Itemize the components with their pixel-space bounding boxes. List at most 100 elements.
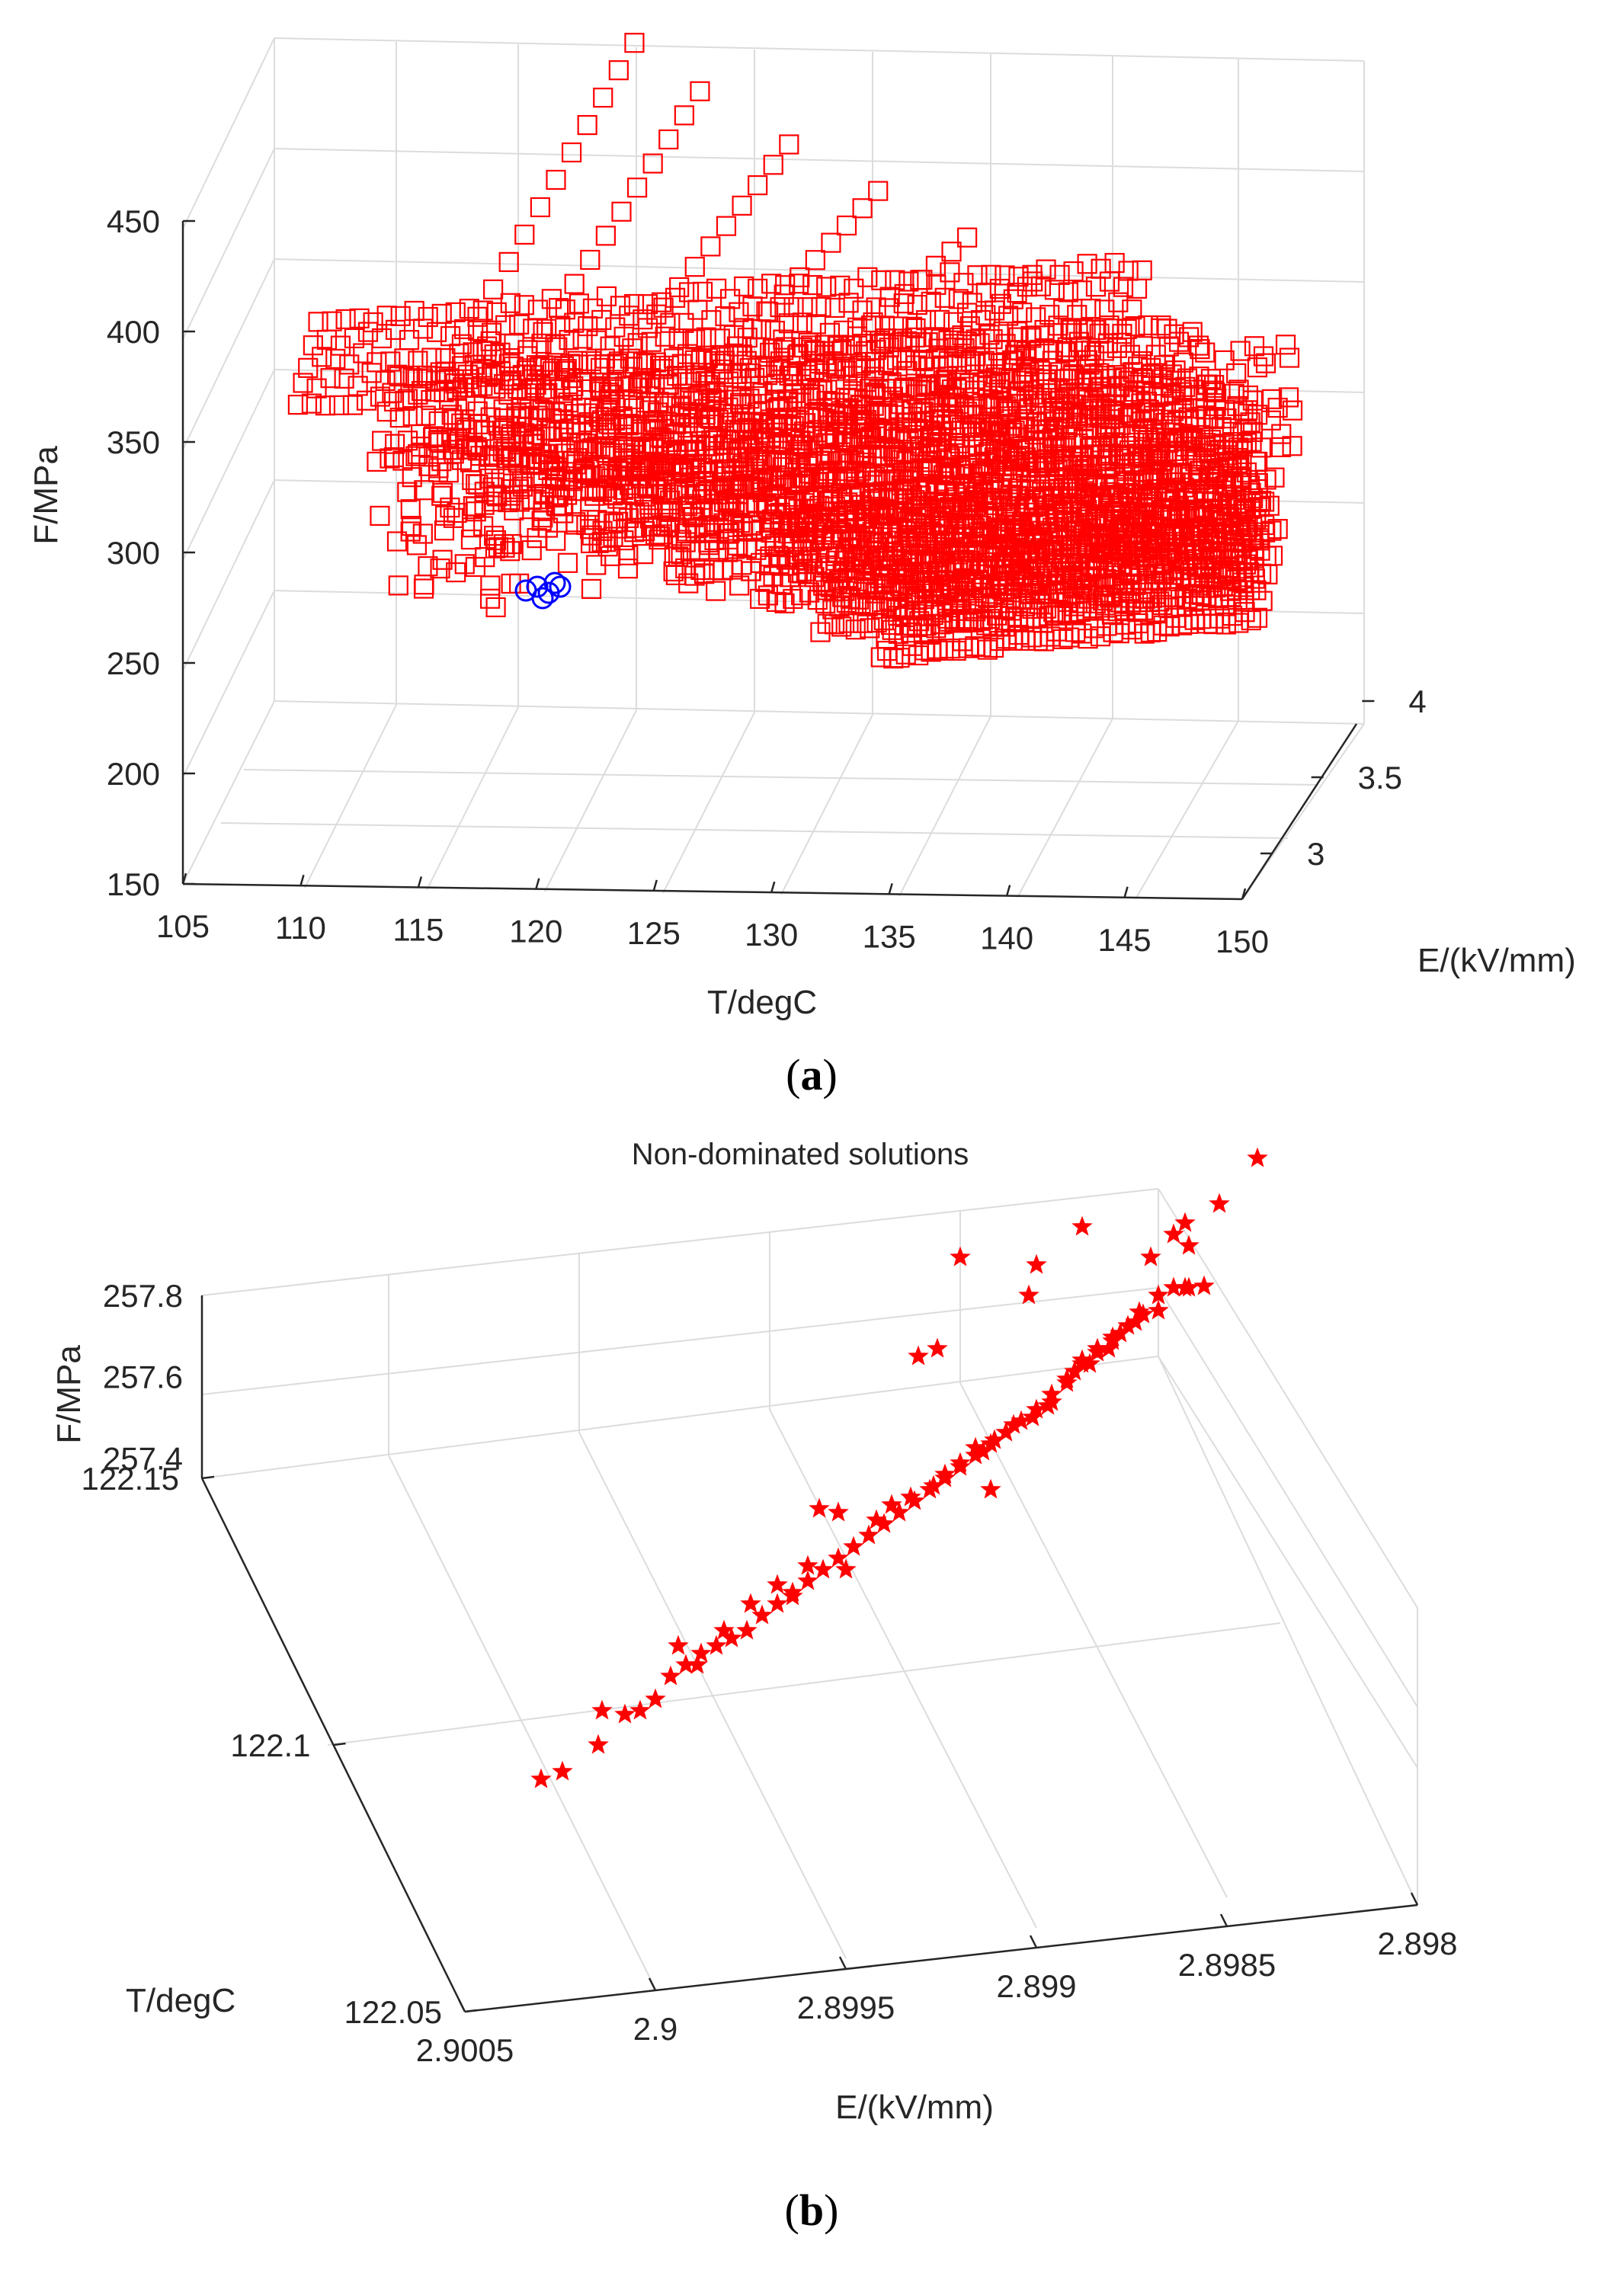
chart-a-red-square	[1174, 477, 1194, 498]
chart-a-red-square	[837, 360, 857, 381]
chart-a-red-square	[802, 274, 823, 296]
chart-a-caption: (a)	[786, 1050, 838, 1100]
chart-a-red-square	[750, 588, 770, 609]
chart-a-red-square	[421, 389, 441, 411]
chart-a-red-square	[1083, 365, 1103, 386]
chart-a-red-square	[385, 319, 406, 340]
chart-a-red-square	[555, 360, 576, 381]
chart-a-red-square	[1021, 328, 1042, 348]
chart-a-red-square	[831, 616, 852, 637]
chart-a-xtick-label: 135	[863, 918, 916, 954]
chart-a-red-square	[897, 563, 918, 584]
chart-a-red-square	[1108, 292, 1129, 312]
chart-a-red-square	[613, 326, 634, 347]
chart-a-ytick-label: 3.5	[1358, 760, 1402, 796]
chart-a-xtick-label: 130	[745, 917, 798, 953]
chart-a-red-square	[1058, 282, 1079, 303]
chart-a-y-axis	[1241, 723, 1358, 900]
chart-a-red-square	[844, 278, 864, 299]
chart-a-red-square	[1075, 484, 1095, 505]
chart-a-red-square	[895, 377, 915, 398]
chart-a-red-square	[1231, 551, 1251, 572]
chart-a-red-square	[920, 624, 940, 645]
chart-a-red-square	[1063, 261, 1084, 282]
chart-a-red-square	[415, 405, 436, 426]
chart-a-red-square	[380, 448, 400, 469]
chart-a-red-square	[1104, 570, 1126, 591]
chart-a-red-square	[390, 306, 411, 326]
chart-a-red-square	[620, 348, 641, 369]
chart-a-red-square	[431, 303, 452, 325]
chart-a-red-square	[537, 383, 558, 403]
chart-a-red-square	[1235, 602, 1255, 623]
chart-a-red-square	[857, 267, 878, 287]
chart-a-red-square	[814, 429, 834, 450]
chart-a-red-square	[1104, 252, 1125, 274]
chart-a-red-square	[569, 293, 590, 314]
chart-a-red-square	[698, 515, 719, 536]
chart-a-ztick-label: 400	[107, 314, 160, 350]
chart-a-red-square	[995, 265, 1015, 286]
chart-a-red-square	[1141, 484, 1161, 504]
chart-a-red-square	[706, 278, 727, 299]
chart-a-red-square	[1075, 319, 1096, 340]
chart-b-xtick-label: 2.9	[633, 2011, 677, 2047]
chart-a-red-square	[412, 368, 434, 389]
chart-a-red-square	[925, 349, 947, 370]
chart-a-red-square	[389, 408, 410, 428]
chart-a-red-square	[1086, 319, 1107, 340]
chart-a-red-square	[1017, 277, 1037, 297]
chart-a-red-square	[339, 354, 360, 375]
chart-a-red-square	[697, 347, 718, 368]
chart-a-red-square	[682, 328, 703, 349]
chart-a-red-square	[633, 352, 654, 373]
chart-a-red-square	[783, 588, 803, 610]
chart-a-red-square	[527, 299, 548, 320]
chart-b-caption: (b)	[785, 2185, 839, 2235]
chart-a-red-square	[820, 577, 841, 597]
chart-a-red-square	[1053, 299, 1074, 320]
chart-a-red-square	[322, 311, 342, 331]
chart-a-red-square	[453, 319, 475, 340]
chart-a-red-square	[1074, 568, 1094, 588]
chart-a-red-square	[778, 313, 799, 334]
chart-a-red-square	[690, 349, 712, 370]
chart-a-red-square	[1078, 629, 1098, 649]
chart-a-red-square	[936, 570, 956, 591]
chart-a-red-square	[387, 364, 408, 385]
chart-a-ztick-label: 450	[107, 203, 160, 239]
chart-a-red-square	[761, 274, 782, 294]
chart-a-red-square	[898, 271, 919, 292]
chart-a-red-square	[684, 350, 705, 370]
chart-a-red-square	[850, 593, 871, 614]
chart-a-red-square	[477, 367, 498, 387]
chart-a-red-square	[734, 276, 754, 296]
chart-a-red-square	[312, 347, 332, 367]
chart-a-red-square	[412, 319, 434, 339]
chart-a-red-square	[838, 293, 859, 313]
chart-a-red-square	[509, 314, 530, 335]
chart-a-red-square	[836, 592, 857, 613]
chart-a-red-square	[793, 436, 813, 456]
chart-a-red-square	[591, 309, 612, 331]
chart-b-ytick-label: 122.05	[344, 1994, 442, 2030]
chart-a-red-square	[771, 574, 792, 594]
chart-b-xtick-label: 2.8985	[1178, 1947, 1276, 1983]
chart-a-red-square	[860, 618, 880, 639]
chart-a-red-square	[1044, 280, 1065, 300]
chart-a-ztick-label: 350	[107, 424, 160, 460]
chart-a-red-square	[879, 287, 900, 307]
chart-a-red-square	[1261, 520, 1282, 541]
chart-a-red-square	[1136, 392, 1158, 412]
chart-a-xtick-label: 120	[509, 914, 562, 949]
chart-a-ylabel: E/(kV/mm)	[1417, 942, 1576, 979]
chart-a-red-square	[577, 403, 597, 424]
chart-b-title: Non-dominated solutions	[632, 1138, 969, 1171]
chart-a-red-square	[1107, 338, 1127, 358]
chart-a-red-square	[500, 293, 521, 313]
chart-a-red-square	[825, 472, 845, 492]
chart-a-red-square	[1057, 337, 1078, 357]
chart-a-xtick-label: 150	[1216, 924, 1269, 959]
chart-a-red-square	[934, 287, 955, 308]
chart-a-red-square	[572, 328, 593, 349]
